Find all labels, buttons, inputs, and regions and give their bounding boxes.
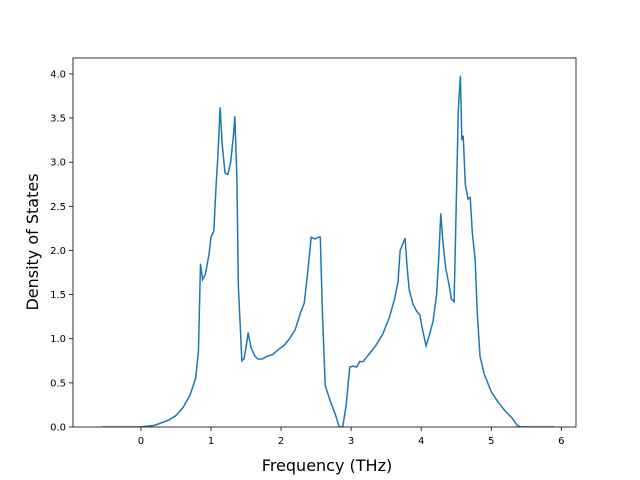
y-tick-label: 0.5 <box>50 378 66 389</box>
y-tick-label: 2.0 <box>50 246 66 257</box>
y-tick-label: 3.0 <box>50 158 66 169</box>
y-axis-label: Density of States <box>23 173 42 310</box>
x-tick-label: 3 <box>348 436 354 447</box>
y-tick-label: 0.0 <box>50 423 66 434</box>
y-tick-label: 1.5 <box>50 290 66 301</box>
x-tick-label: 0 <box>138 436 144 447</box>
y-tick-label: 1.0 <box>50 334 66 345</box>
line <box>102 75 555 427</box>
plot-frame <box>72 57 577 428</box>
x-tick-label: 1 <box>208 436 214 447</box>
x-tick-label: 6 <box>558 436 564 447</box>
x-axis-label: Frequency (THz) <box>262 456 392 475</box>
y-tick-label: 2.5 <box>50 202 66 213</box>
x-tick-label: 2 <box>278 436 284 447</box>
x-tick-label: 5 <box>488 436 494 447</box>
x-tick-label: 4 <box>418 436 424 447</box>
y-tick-label: 3.5 <box>50 114 66 125</box>
y-tick-label: 4.0 <box>50 69 66 80</box>
